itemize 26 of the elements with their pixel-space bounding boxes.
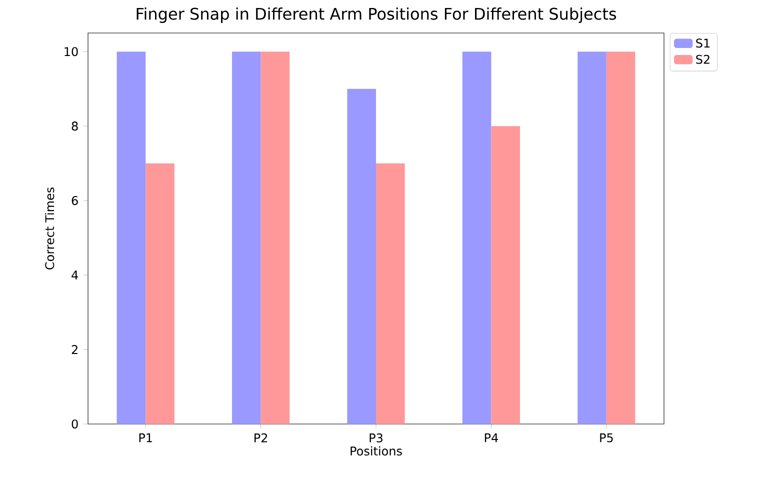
y-tick-label: 8 xyxy=(72,122,78,131)
legend-label: S1 xyxy=(696,38,710,48)
x-axis-title: Positions xyxy=(350,446,402,456)
y-tick-label: 10 xyxy=(64,47,78,56)
y-tick-label: 4 xyxy=(72,270,78,280)
x-tick-label: P1 xyxy=(139,433,152,442)
x-tick-label: P2 xyxy=(254,433,268,442)
bar xyxy=(578,52,606,424)
bar xyxy=(491,126,520,424)
y-tick-label: 0 xyxy=(72,419,78,429)
x-tick-label: P4 xyxy=(484,433,498,442)
x-tick-label: P5 xyxy=(600,433,613,442)
bar xyxy=(146,163,174,424)
bar xyxy=(462,52,492,424)
y-axis-title: Correct Times xyxy=(44,187,54,270)
y-tick-label: 6 xyxy=(72,196,78,206)
x-tick-label: P3 xyxy=(370,433,382,442)
bar xyxy=(376,163,405,424)
legend-label: S2 xyxy=(696,54,710,64)
y-tick-label: 2 xyxy=(72,345,78,354)
bar xyxy=(606,52,636,424)
bar xyxy=(347,88,376,424)
bar xyxy=(116,52,146,424)
chart-title: Finger Snap in Different Arm Positions For Different Subjects xyxy=(136,7,616,23)
bar xyxy=(232,52,261,424)
bar xyxy=(260,52,290,424)
